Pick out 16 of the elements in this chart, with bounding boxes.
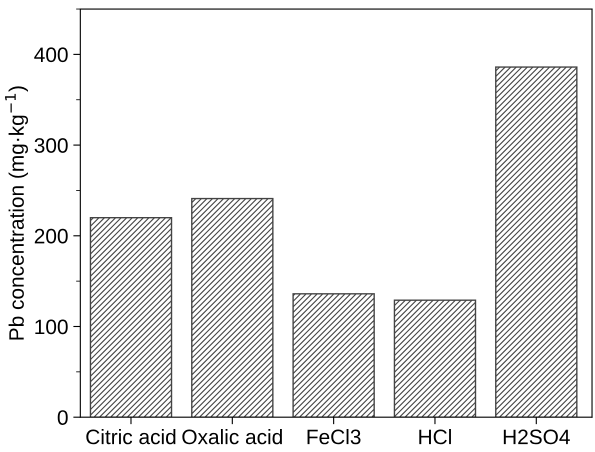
y-tick-label: 400 bbox=[34, 47, 68, 62]
bar bbox=[495, 66, 578, 418]
y-axis-title: Pb concentration (mg·kg$^{−1}$) bbox=[5, 86, 28, 340]
x-tick-label: HCl bbox=[419, 429, 451, 444]
y-tick-label: 200 bbox=[34, 228, 68, 244]
y-tick-label: 300 bbox=[34, 138, 68, 153]
x-tick-label: FeCl3 bbox=[308, 429, 361, 444]
bar bbox=[90, 216, 172, 418]
bar bbox=[394, 299, 476, 418]
y-tick-label: 100 bbox=[35, 319, 68, 334]
x-tick-label: Citric acid bbox=[86, 429, 176, 444]
bar bbox=[191, 198, 274, 418]
x-tick-label: H2SO4 bbox=[504, 430, 570, 444]
x-tick-label: Oxalic acid bbox=[182, 429, 282, 444]
bar bbox=[292, 293, 375, 418]
y-tick-label: 0 bbox=[58, 410, 68, 425]
